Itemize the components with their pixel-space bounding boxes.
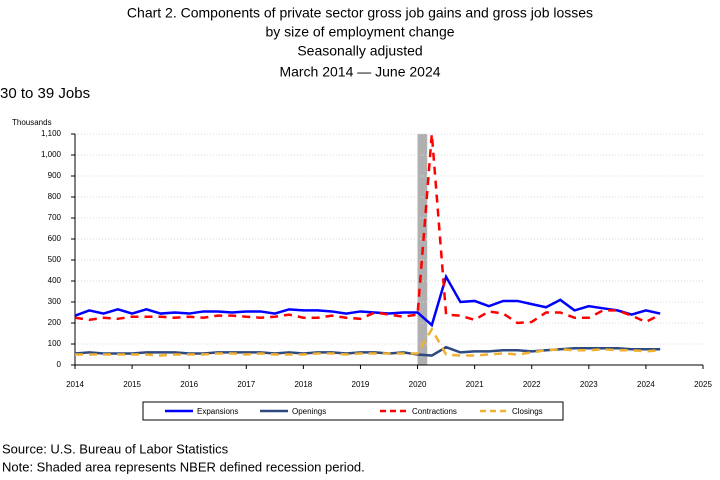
y-tick-label: 400 bbox=[48, 276, 62, 285]
y-tick-label: 200 bbox=[48, 318, 62, 327]
x-tick-label: 2019 bbox=[352, 380, 370, 389]
legend-box bbox=[142, 401, 564, 421]
series-line bbox=[75, 345, 661, 357]
x-tick-label: 2025 bbox=[694, 380, 712, 389]
chart-title: Seasonally adjusted bbox=[297, 43, 422, 59]
chart-title: Chart 2. Components of private sector gr… bbox=[127, 5, 593, 21]
y-tick-label: 300 bbox=[48, 297, 62, 306]
legend-label: Expansions bbox=[197, 407, 238, 416]
x-tick-label: 2016 bbox=[180, 380, 198, 389]
y-axis-label: Thousands bbox=[12, 118, 52, 127]
legend-label: Closings bbox=[512, 407, 543, 416]
source: Source: U.S. Bureau of Labor Statistics bbox=[2, 441, 229, 456]
note: Note: Shaded area represents NBER define… bbox=[2, 459, 365, 474]
x-tick-label: 2023 bbox=[580, 380, 598, 389]
y-tick-label: 500 bbox=[48, 255, 62, 264]
y-tick-label: 900 bbox=[48, 171, 62, 180]
y-tick-label: 700 bbox=[48, 213, 62, 222]
y-tick-label: 600 bbox=[48, 234, 62, 243]
x-tick-label: 2015 bbox=[123, 380, 141, 389]
legend-label: Openings bbox=[292, 407, 326, 416]
x-tick-label: 2021 bbox=[466, 380, 484, 389]
y-tick-label: 100 bbox=[48, 339, 62, 348]
chart-title: March 2014 — June 2024 bbox=[279, 64, 440, 80]
y-tick-label: 1,000 bbox=[41, 150, 62, 159]
chart-subtitle: 30 to 39 Jobs bbox=[0, 85, 90, 102]
series-line bbox=[75, 133, 661, 325]
x-tick-label: 2018 bbox=[294, 380, 312, 389]
x-tick-label: 2017 bbox=[237, 380, 255, 389]
x-tick-label: 2020 bbox=[409, 380, 427, 389]
x-tick-label: 2024 bbox=[637, 380, 655, 389]
x-tick-label: 2014 bbox=[66, 380, 84, 389]
y-tick-label: 1,100 bbox=[41, 129, 62, 138]
legend-label: Contractions bbox=[412, 407, 457, 416]
series-line bbox=[75, 273, 661, 328]
plot-lines bbox=[75, 133, 661, 357]
y-tick-label: 0 bbox=[57, 360, 62, 369]
chart-title: by size of employment change bbox=[265, 24, 454, 40]
x-tick-label: 2022 bbox=[523, 380, 541, 389]
y-tick-label: 800 bbox=[48, 192, 62, 201]
